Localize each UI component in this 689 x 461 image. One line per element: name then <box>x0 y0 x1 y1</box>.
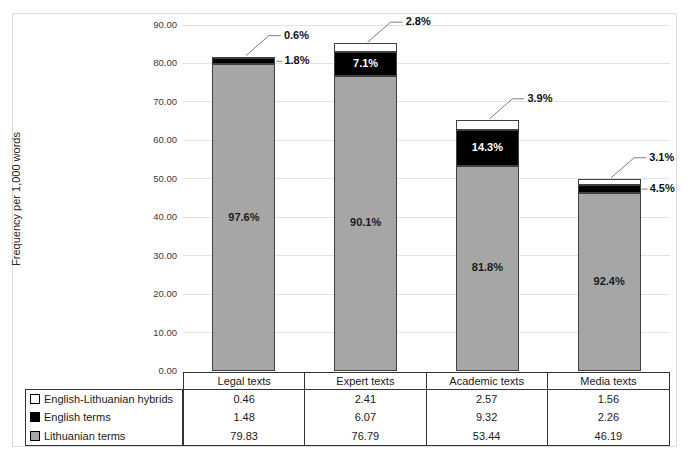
y-tick-label: 60.00 <box>133 134 177 145</box>
chart-figure: Frequency per 1,000 words 0.0010.0020.00… <box>0 0 689 461</box>
category-header-row: Legal texts Expert texts Academic texts … <box>183 372 670 390</box>
bar-segment-english-terms <box>578 185 641 194</box>
bar-segment-english-lithuanian-hybrids <box>334 43 397 52</box>
y-tick-label: 50.00 <box>133 173 177 184</box>
table-value: 6.07 <box>305 408 425 426</box>
table-column-academic: 2.57 9.32 53.44 <box>427 390 548 445</box>
table-value: 53.44 <box>427 427 547 445</box>
percent-label-english: 14.3% <box>452 141 522 153</box>
table-value: 0.46 <box>184 390 304 408</box>
bar-segment-english-terms <box>212 58 275 64</box>
table-value: 2.57 <box>427 390 547 408</box>
data-table: 0.46 1.48 79.83 2.41 6.07 76.79 2.57 9.3… <box>183 389 670 446</box>
y-tick-label: 20.00 <box>133 288 177 299</box>
table-column-media: 1.56 2.26 46.19 <box>548 390 669 445</box>
table-value: 1.48 <box>184 408 304 426</box>
lithuanian-terms-swatch-icon <box>30 431 40 441</box>
callout-label-english: 1.8% <box>284 54 309 66</box>
percent-label-lithuanian: 92.4% <box>574 275 644 287</box>
table-value: 2.26 <box>548 408 669 426</box>
percent-label-lithuanian: 81.8% <box>452 261 522 273</box>
table-value: 2.41 <box>305 390 425 408</box>
legend-item-lithuanian-terms: Lithuanian terms <box>30 427 182 445</box>
y-tick-label: 90.00 <box>133 19 177 30</box>
table-value: 46.19 <box>548 427 669 445</box>
table-column-expert: 2.41 6.07 76.79 <box>305 390 426 445</box>
callout-label-english: 4.5% <box>650 182 675 194</box>
y-tick-label: 0.00 <box>133 365 177 376</box>
hybrids-swatch-icon <box>30 394 40 404</box>
category-label: Academic texts <box>427 373 548 389</box>
y-tick-label: 10.00 <box>133 327 177 338</box>
table-value: 9.32 <box>427 408 547 426</box>
bar-segment-english-lithuanian-hybrids <box>456 120 519 130</box>
y-tick-label: 40.00 <box>133 211 177 222</box>
legend-item-english-terms: English terms <box>30 408 182 426</box>
table-value: 76.79 <box>305 427 425 445</box>
legend-item-hybrids: English-Lithuanian hybrids <box>30 390 182 408</box>
bar-segment-english-lithuanian-hybrids <box>578 179 641 185</box>
table-column-legal: 0.46 1.48 79.83 <box>184 390 305 445</box>
percent-label-english: 7.1% <box>331 57 401 69</box>
y-tick-label: 80.00 <box>133 57 177 68</box>
callout-label-hybrids: 0.6% <box>284 29 309 41</box>
english-terms-swatch-icon <box>30 412 40 422</box>
category-label: Expert texts <box>305 373 426 389</box>
legend-box: English-Lithuanian hybrids English terms… <box>25 389 183 446</box>
bar-segment-english-lithuanian-hybrids <box>212 57 275 59</box>
y-tick-label: 70.00 <box>133 96 177 107</box>
y-tick-label: 30.00 <box>133 250 177 261</box>
legend-label: Lithuanian terms <box>44 430 125 442</box>
callout-label-hybrids: 3.9% <box>527 92 552 104</box>
percent-label-lithuanian: 97.6% <box>209 211 279 223</box>
legend-label: English-Lithuanian hybrids <box>44 393 173 405</box>
percent-label-lithuanian: 90.1% <box>331 216 401 228</box>
table-value: 1.56 <box>548 390 669 408</box>
category-label: Legal texts <box>184 373 305 389</box>
callout-label-hybrids: 2.8% <box>406 15 431 27</box>
category-label: Media texts <box>548 373 669 389</box>
callout-label-hybrids: 3.1% <box>649 151 674 163</box>
legend-label: English terms <box>44 411 111 423</box>
table-value: 79.83 <box>184 427 304 445</box>
